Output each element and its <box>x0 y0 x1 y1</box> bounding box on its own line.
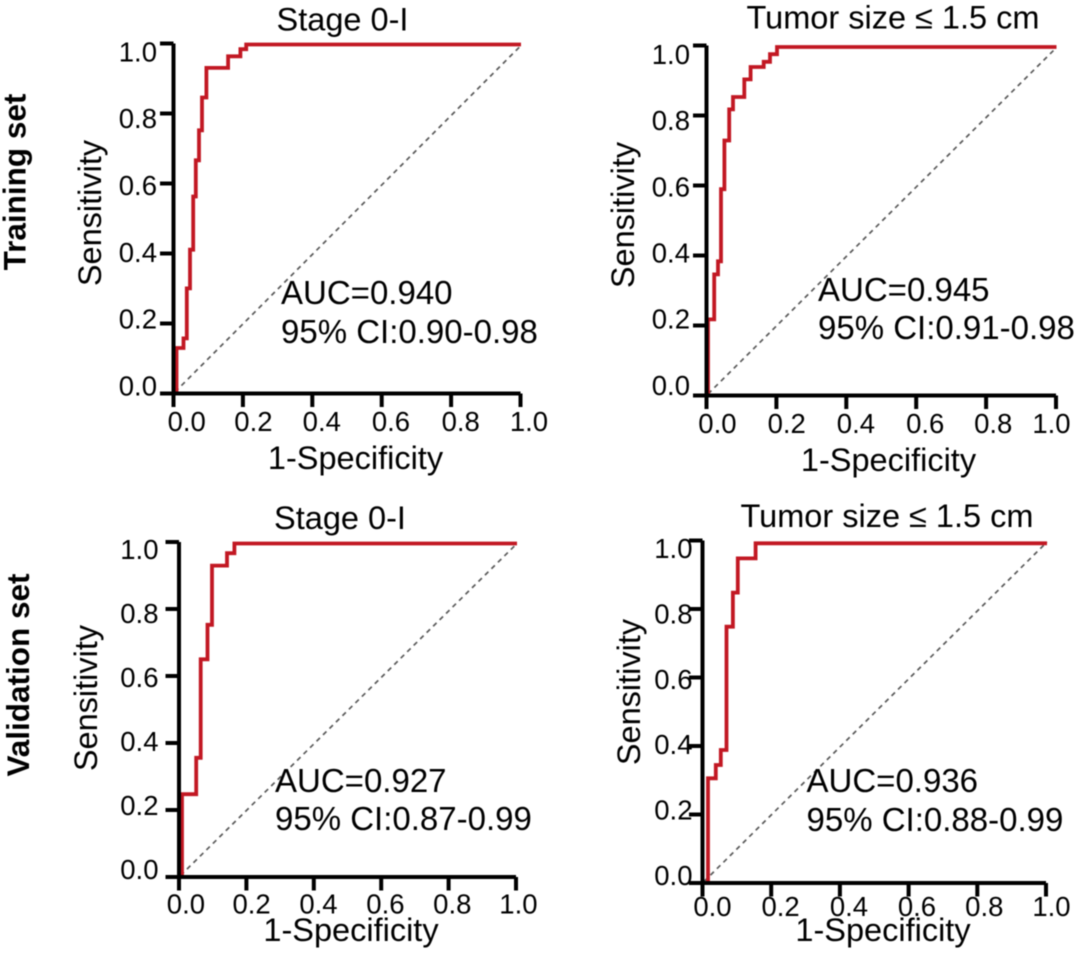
svg-text:0.2: 0.2 <box>652 304 690 335</box>
svg-text:1.0: 1.0 <box>120 534 158 565</box>
svg-text:1.0: 1.0 <box>1032 408 1070 439</box>
svg-text:95% CI:0.91-0.98: 95% CI:0.91-0.98 <box>818 309 1075 346</box>
svg-text:1-Specificity: 1-Specificity <box>263 912 439 948</box>
svg-text:AUC=0.945: AUC=0.945 <box>818 271 990 308</box>
svg-text:Sensitivity: Sensitivity <box>72 139 108 286</box>
svg-text:0.4: 0.4 <box>120 726 158 757</box>
svg-text:1.0: 1.0 <box>499 889 537 920</box>
svg-text:0.4: 0.4 <box>654 729 692 760</box>
svg-text:0.2: 0.2 <box>232 889 270 920</box>
svg-text:1.0: 1.0 <box>1032 891 1070 922</box>
svg-text:0.4: 0.4 <box>652 238 690 269</box>
svg-text:0.4: 0.4 <box>299 889 337 920</box>
svg-text:Validation set: Validation set <box>0 573 36 777</box>
svg-text:95% CI:0.90-0.98: 95% CI:0.90-0.98 <box>281 313 538 350</box>
svg-text:0.2: 0.2 <box>654 795 692 826</box>
svg-text:0.0: 0.0 <box>168 406 206 437</box>
svg-text:0.4: 0.4 <box>303 406 341 437</box>
svg-text:0.8: 0.8 <box>965 891 1003 922</box>
svg-text:0.6: 0.6 <box>372 406 410 437</box>
svg-text:0.6: 0.6 <box>652 171 690 202</box>
svg-text:0.6: 0.6 <box>366 889 404 920</box>
svg-text:1.0: 1.0 <box>119 36 157 67</box>
svg-text:0.8: 0.8 <box>120 598 158 629</box>
svg-text:0.0: 0.0 <box>167 889 205 920</box>
svg-text:1-Specificity: 1-Specificity <box>801 442 977 478</box>
svg-text:1-Specificity: 1-Specificity <box>795 912 971 948</box>
svg-text:0.2: 0.2 <box>119 304 157 335</box>
svg-text:0.2: 0.2 <box>768 408 806 439</box>
svg-text:0.4: 0.4 <box>830 891 868 922</box>
svg-text:AUC=0.940: AUC=0.940 <box>281 274 453 311</box>
svg-text:0.0: 0.0 <box>693 891 731 922</box>
svg-text:95% CI:0.87-0.99: 95% CI:0.87-0.99 <box>275 800 532 837</box>
svg-text:Sensitivity: Sensitivity <box>68 624 104 771</box>
svg-text:Sensitivity: Sensitivity <box>605 141 641 288</box>
svg-text:95% CI:0.88-0.99: 95% CI:0.88-0.99 <box>807 801 1064 838</box>
svg-text:0.2: 0.2 <box>234 406 272 437</box>
svg-text:0.8: 0.8 <box>433 889 471 920</box>
svg-text:0.0: 0.0 <box>654 860 692 891</box>
svg-text:1.0: 1.0 <box>654 533 692 564</box>
svg-text:AUC=0.927: AUC=0.927 <box>275 762 447 799</box>
svg-text:0.0: 0.0 <box>652 370 690 401</box>
svg-text:Sensitivity: Sensitivity <box>611 618 647 765</box>
svg-text:0.6: 0.6 <box>898 891 936 922</box>
svg-text:0.0: 0.0 <box>120 854 158 885</box>
svg-text:0.4: 0.4 <box>119 237 157 268</box>
svg-text:0.6: 0.6 <box>906 408 944 439</box>
svg-text:0.6: 0.6 <box>120 662 158 693</box>
svg-text:1.0: 1.0 <box>510 406 548 437</box>
svg-text:Stage 0-I: Stage 0-I <box>277 2 409 38</box>
svg-text:0.2: 0.2 <box>761 891 799 922</box>
svg-text:0.8: 0.8 <box>974 408 1012 439</box>
svg-text:0.6: 0.6 <box>119 170 157 201</box>
svg-text:0.0: 0.0 <box>119 370 157 401</box>
svg-text:0.8: 0.8 <box>442 406 480 437</box>
svg-text:0.0: 0.0 <box>698 408 736 439</box>
svg-text:0.4: 0.4 <box>837 408 875 439</box>
svg-text:Stage 0-I: Stage 0-I <box>274 500 406 536</box>
svg-text:0.8: 0.8 <box>652 105 690 136</box>
svg-text:Training set: Training set <box>0 93 33 270</box>
svg-text:AUC=0.936: AUC=0.936 <box>807 762 979 799</box>
svg-text:Tumor size ≤ 1.5 cm: Tumor size ≤ 1.5 cm <box>747 0 1040 36</box>
svg-text:0.8: 0.8 <box>654 598 692 629</box>
svg-text:0.6: 0.6 <box>654 664 692 695</box>
svg-text:1.0: 1.0 <box>652 39 690 70</box>
svg-text:0.8: 0.8 <box>119 103 157 134</box>
svg-text:Tumor size ≤ 1.5 cm: Tumor size ≤ 1.5 cm <box>741 498 1034 534</box>
svg-text:0.2: 0.2 <box>120 790 158 821</box>
svg-text:1-Specificity: 1-Specificity <box>268 440 444 476</box>
